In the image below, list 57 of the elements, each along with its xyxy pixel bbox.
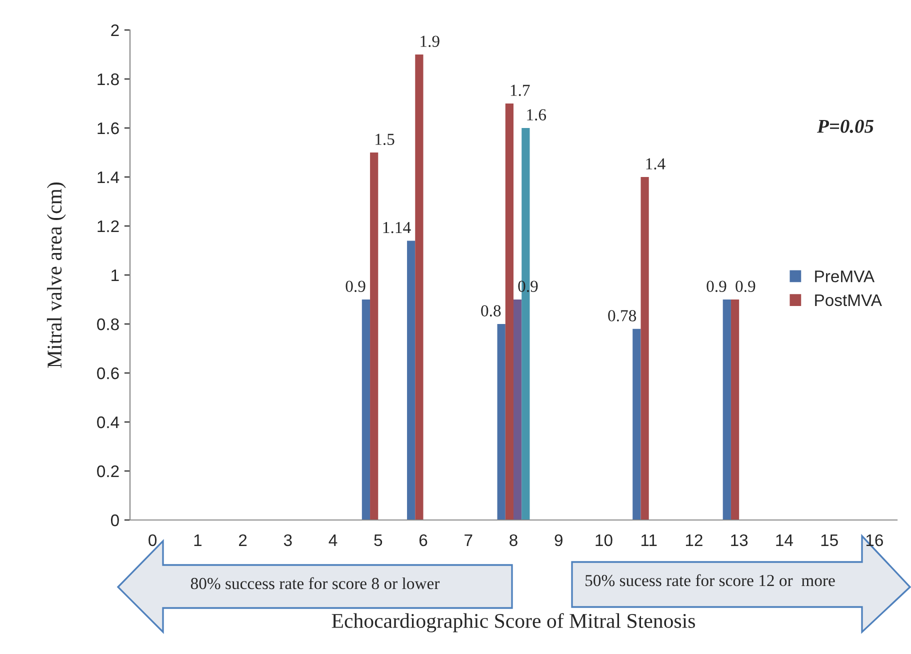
- data-label: 0.9: [736, 280, 756, 292]
- bar: [632, 328, 641, 520]
- data-label: 0.8: [481, 305, 501, 317]
- bar: [370, 152, 378, 520]
- x-tick-label: 10: [596, 534, 612, 546]
- data-label: 0.9: [346, 280, 366, 292]
- data-label: 0.78: [608, 310, 636, 322]
- x-tick-label: 0: [148, 534, 157, 546]
- x-tick-label: 6: [419, 534, 428, 546]
- bar: [514, 300, 522, 520]
- bar: [505, 104, 514, 520]
- x-tick-label: 4: [328, 534, 338, 546]
- data-label: 1.7: [510, 84, 530, 96]
- x-tick-label: 12: [686, 534, 702, 546]
- legend-label: PostMVA: [815, 294, 882, 306]
- bar: [407, 240, 416, 520]
- data-label: 0.9: [706, 280, 726, 292]
- x-tick-label: 14: [776, 534, 793, 546]
- y-tick-label: 0.8: [97, 318, 119, 330]
- x-tick-label: 15: [821, 534, 838, 546]
- bar: [415, 54, 424, 520]
- y-tick-label: 1.2: [98, 220, 119, 232]
- x-tick-label: 1: [194, 534, 202, 546]
- y-tick-label: 2: [111, 24, 119, 36]
- data-label: 1.9: [420, 36, 440, 48]
- y-tick-label: 0.6: [97, 367, 119, 380]
- x-tick-label: 7: [464, 534, 472, 546]
- x-tick-label: 2: [239, 534, 247, 546]
- y-tick-label: 0.2: [97, 465, 119, 478]
- bar: [730, 300, 740, 520]
- x-axis-title: Echocardiographic Score of Mitral Stenosis: [332, 613, 695, 632]
- bar: [722, 300, 731, 520]
- x-tick-label: 13: [731, 534, 748, 546]
- x-tick-label: 11: [641, 534, 657, 546]
- bar: [362, 300, 370, 520]
- y-tick-label: 1.4: [98, 172, 120, 184]
- x-tick-label: 8: [510, 534, 518, 546]
- y-axis-title: Mitral valve area (cm): [46, 182, 66, 368]
- y-tick-label: 1: [112, 270, 119, 282]
- y-tick-label: 1.6: [98, 122, 119, 134]
- data-label: 1.6: [527, 109, 546, 121]
- legend-label: PreMVA: [815, 270, 875, 282]
- data-label: 1.5: [376, 134, 394, 146]
- text: 80% success rate for score 8 or lower: [190, 577, 440, 590]
- text: 50% sucess rate for score 12 or more: [586, 574, 835, 586]
- x-tick-label: 16: [866, 534, 883, 546]
- x-tick-label: 5: [374, 534, 382, 546]
- data-label: 1.14: [383, 222, 411, 234]
- annotation: P=0.05: [816, 120, 874, 133]
- bar: [497, 324, 506, 520]
- bar: [640, 177, 649, 520]
- y-tick-label: 0: [110, 514, 119, 526]
- y-tick-label: 1.8: [98, 73, 119, 86]
- data-label: 1.4: [646, 158, 666, 170]
- x-tick-label: 9: [554, 534, 562, 546]
- x-tick-label: 3: [284, 534, 292, 546]
- y-tick-label: 0.4: [97, 416, 120, 428]
